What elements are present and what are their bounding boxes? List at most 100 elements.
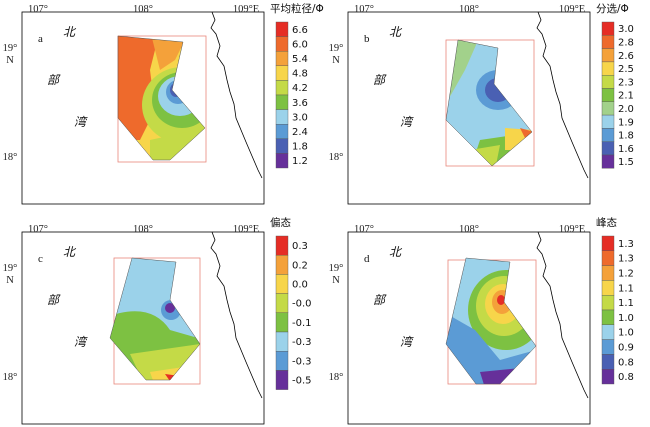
place-label-bu: 部	[373, 73, 387, 87]
legend-value: 2.6	[618, 51, 634, 62]
lat-tick-label: 19°	[329, 263, 344, 274]
legend-value: 1.0	[618, 328, 634, 339]
legend: 峰态1.31.31.21.11.11.01.00.90.80.8	[596, 216, 634, 385]
legend-value: 2.4	[292, 127, 308, 138]
place-label-north: 北	[63, 245, 77, 259]
place-label-wan: 湾	[400, 115, 414, 129]
survey-area-outline	[445, 257, 537, 385]
legend-swatch	[601, 61, 615, 76]
legend-swatch	[275, 312, 289, 333]
legend-value: 2.1	[618, 91, 634, 102]
lon-tick-label: 108°	[459, 4, 479, 15]
legend-swatch	[601, 369, 615, 385]
lat-tick-label: 19°	[3, 263, 18, 274]
lat-tick-label: 18°	[329, 372, 344, 383]
legend-value: 2.3	[618, 77, 634, 88]
legend-value: 0.9	[618, 343, 634, 354]
legend-value: 0.3	[292, 241, 308, 252]
legend-swatch	[275, 254, 289, 275]
survey-area-outline	[109, 257, 201, 381]
lat-tick-label: N	[6, 275, 14, 286]
lat-tick-label: 18°	[329, 152, 344, 163]
panel-b: 107° 108° 109°E 19°N 18° b 北部湾 分选/Φ 3.0 2.8 2.6 2.5…	[329, 2, 634, 205]
place-label-wan: 湾	[74, 115, 88, 129]
place-label-north: 北	[389, 25, 403, 39]
lat-tick-label: N	[6, 55, 14, 66]
lat-tick-label: 19°	[3, 43, 18, 54]
legend-swatch	[275, 94, 289, 110]
legend-value: 1.1	[618, 298, 634, 309]
legend-value: 0.0	[292, 280, 308, 291]
legend-swatch	[601, 21, 615, 36]
legend-swatch	[275, 153, 289, 169]
coastline	[536, 231, 589, 399]
lon-tick-label: 108°	[459, 224, 479, 235]
survey-area-outline	[117, 35, 206, 161]
lat-tick-label: N	[332, 275, 340, 286]
legend-value: 1.3	[618, 254, 634, 265]
legend-swatch	[601, 114, 615, 129]
legend-value: 2.8	[618, 37, 634, 48]
legend-swatch	[601, 141, 615, 156]
legend-swatch	[601, 235, 615, 252]
legend-swatch	[275, 274, 289, 294]
legend-value: 1.8	[292, 142, 308, 153]
legend-value: 3.0	[292, 112, 308, 123]
legend-swatch	[601, 339, 615, 355]
panel-letter: d	[364, 253, 370, 265]
legend-swatch	[601, 154, 615, 169]
panel-d: 107° 108° 109°E19°N18°d 北部湾峰态1.31.31.21.11.…	[329, 216, 634, 425]
legend-value: -0.3	[292, 337, 312, 348]
legend-value: 5.4	[292, 54, 308, 65]
legend-swatch	[275, 80, 289, 96]
legend-swatch	[601, 128, 615, 142]
legend-value: 2.5	[618, 64, 634, 75]
legend-value: 1.2	[292, 156, 308, 167]
lon-tick-label: 109°E	[233, 224, 259, 235]
legend-title: 峰态	[596, 216, 617, 229]
lat-tick-label: 18°	[3, 152, 18, 163]
lat-tick-label: 19°	[329, 43, 344, 54]
legend-value: 4.2	[292, 83, 308, 94]
place-label-bu: 部	[373, 293, 387, 307]
coastline	[536, 11, 589, 179]
lon-tick-label: 107°	[354, 4, 374, 15]
place-label-wan: 湾	[400, 335, 414, 349]
lat-tick-label: N	[332, 55, 340, 66]
legend-swatch	[275, 51, 289, 67]
legend-value: 4.8	[292, 69, 308, 80]
legend-swatch	[601, 324, 615, 340]
lon-tick-label: 107°	[28, 4, 48, 15]
legend-title: 偏态	[270, 216, 291, 229]
survey-box	[445, 39, 535, 167]
legend-value: -0.1	[292, 318, 312, 329]
legend-value: 1.8	[618, 131, 634, 142]
place-label-bu: 部	[47, 293, 61, 307]
legend-title: 分选/Φ	[596, 2, 629, 15]
legend-swatch	[601, 101, 615, 116]
place-label-north: 北	[63, 25, 77, 39]
legend-value: 1.6	[618, 144, 634, 155]
legend-swatch	[601, 265, 615, 281]
lon-tick-label: 109°E	[559, 4, 585, 15]
legend-swatch	[275, 138, 289, 154]
legend-value: 6.6	[292, 25, 308, 36]
legend-swatch	[601, 309, 615, 326]
legend-value: 3.0	[618, 24, 634, 35]
legend-value: 0.8	[618, 372, 634, 383]
coastline	[210, 231, 263, 399]
legend: 偏态 0.3 0.2 0.0 -0.0 -0.1 -0.3 -0.3 -0.5	[270, 216, 312, 390]
coastline	[210, 11, 263, 179]
legend-swatch	[601, 295, 615, 311]
lon-tick-label: 107°	[354, 224, 374, 235]
panel-letter: c	[38, 253, 43, 265]
legend-value: 3.6	[292, 98, 308, 109]
panel-a: 107° 108° 109°E 19°N 18° a 北部湾 平均粒径/Φ 6.6 6.0 5.4 4…	[3, 2, 324, 205]
legend-value: 0.2	[292, 260, 308, 271]
legend-swatch	[601, 280, 615, 296]
legend-value: 1.1	[618, 283, 634, 294]
place-label-bu: 部	[47, 73, 61, 87]
legend-swatch	[275, 109, 289, 125]
panel-letter: a	[38, 33, 43, 45]
